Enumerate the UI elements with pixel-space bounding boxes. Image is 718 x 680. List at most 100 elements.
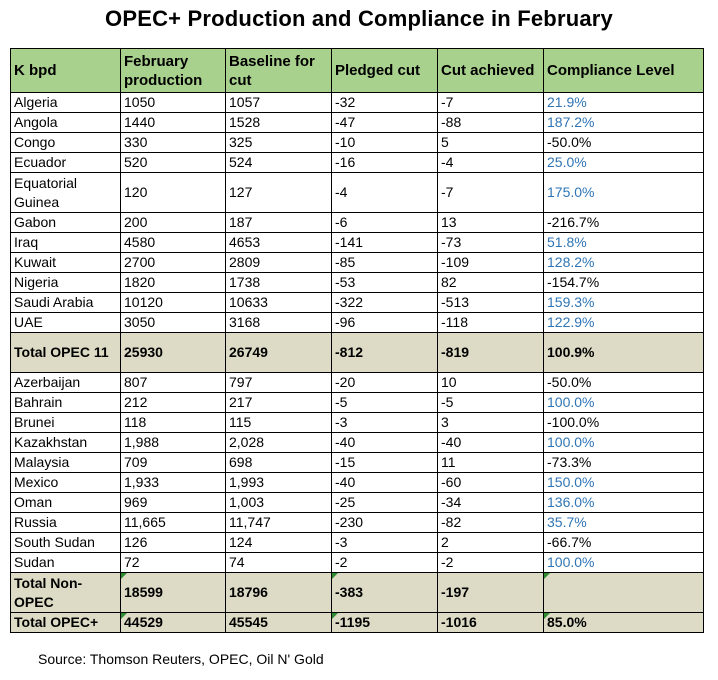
table-cell: -47: [331, 112, 438, 133]
header-cell: K bpd: [10, 48, 121, 93]
table-cell: 175.0%: [543, 172, 704, 213]
header-cell: Compliance Level: [543, 48, 704, 93]
table-cell: 2809: [225, 252, 332, 273]
header-cell: February production: [120, 48, 226, 93]
table-cell: 1528: [225, 112, 332, 133]
table-cell: Azerbaijan: [10, 372, 121, 393]
table-cell: -15: [331, 452, 438, 473]
table-cell: 44529: [120, 612, 226, 633]
table-cell: 11: [437, 452, 544, 473]
table-cell: 217: [225, 392, 332, 413]
table-cell: Total OPEC+: [10, 612, 121, 633]
table-cell: 25930: [120, 332, 226, 373]
table-cell: Russia: [10, 512, 121, 533]
table-cell: 115: [225, 412, 332, 433]
header-cell: Cut achieved: [437, 48, 544, 93]
table-row: Equatorial Guinea 120 127 -4 -7 175.0%: [10, 172, 704, 213]
table-cell: -88: [437, 112, 544, 133]
table-cell: Mexico: [10, 472, 121, 493]
table-cell: -82: [437, 512, 544, 533]
table-row: Gabon 200 187 -6 13 -216.7%: [10, 212, 704, 233]
table-cell: 5: [437, 132, 544, 153]
table-cell: -50.0%: [543, 132, 704, 153]
table-row: Algeria 1050 1057 -32 -7 21.9%: [10, 92, 704, 113]
table-cell: -2: [437, 552, 544, 573]
table-cell: -109: [437, 252, 544, 273]
table-cell: 187: [225, 212, 332, 233]
table-row: Saudi Arabia 10120 10633 -322 -513 159.3%: [10, 292, 704, 313]
table-cell: -2: [331, 552, 438, 573]
table-cell: 1,933: [120, 472, 226, 493]
table-cell: Malaysia: [10, 452, 121, 473]
table-cell: -16: [331, 152, 438, 173]
table-cell: [543, 572, 704, 613]
table-cell: -85: [331, 252, 438, 273]
table-cell: 127: [225, 172, 332, 213]
table-cell: -96: [331, 312, 438, 333]
table-cell: 10120: [120, 292, 226, 313]
table-cell: Algeria: [10, 92, 121, 113]
table-cell: -6: [331, 212, 438, 233]
table-cell: 1440: [120, 112, 226, 133]
table-row: Russia 11,665 11,747 -230 -82 35.7%: [10, 512, 704, 533]
table-cell: -50.0%: [543, 372, 704, 393]
table-cell: 807: [120, 372, 226, 393]
table-cell: -40: [437, 432, 544, 453]
table-cell: 698: [225, 452, 332, 473]
table-cell: 709: [120, 452, 226, 473]
table-cell: Congo: [10, 132, 121, 153]
table-cell: 150.0%: [543, 472, 704, 493]
table-row: Brunei 118 115 -3 3 -100.0%: [10, 412, 704, 433]
table-cell: Saudi Arabia: [10, 292, 121, 313]
table-cell: -25: [331, 492, 438, 513]
table-cell: 2,028: [225, 432, 332, 453]
table-cell: 11,665: [120, 512, 226, 533]
table-cell: -32: [331, 92, 438, 113]
table-cell: -141: [331, 232, 438, 253]
table-cell: 212: [120, 392, 226, 413]
table-cell: -34: [437, 492, 544, 513]
table-cell: 124: [225, 532, 332, 553]
table-cell: 2: [437, 532, 544, 553]
table-cell: 118: [120, 412, 226, 433]
table-cell: 1,988: [120, 432, 226, 453]
table-cell: 3050: [120, 312, 226, 333]
table-cell: 100.0%: [543, 552, 704, 573]
source-note: Source: Thomson Reuters, OPEC, Oil N' Go…: [38, 651, 324, 667]
table-cell: -322: [331, 292, 438, 313]
table-cell: 200: [120, 212, 226, 233]
table-row: Congo 330 325 -10 5 -50.0%: [10, 132, 704, 153]
table-cell: 45545: [225, 612, 332, 633]
table-cell: Nigeria: [10, 272, 121, 293]
chart-title: OPEC+ Production and Compliance in Febru…: [105, 6, 613, 31]
table-cell: Sudan: [10, 552, 121, 573]
table-cell: Total OPEC 11: [10, 332, 121, 373]
table-cell: 82: [437, 272, 544, 293]
table-row: Kuwait 2700 2809 -85 -109 128.2%: [10, 252, 704, 273]
table-cell: 122.9%: [543, 312, 704, 333]
table-cell: -40: [331, 432, 438, 453]
table-cell: Oman: [10, 492, 121, 513]
table-cell: 136.0%: [543, 492, 704, 513]
table-body: K bpd February production Baseline for c…: [10, 48, 704, 633]
table-row: Malaysia 709 698 -15 11 -73.3%: [10, 452, 704, 473]
compliance-table: K bpd February production Baseline for c…: [10, 48, 704, 633]
table-cell: 524: [225, 152, 332, 173]
table-cell: -216.7%: [543, 212, 704, 233]
table-cell: 1057: [225, 92, 332, 113]
table-row: Angola 1440 1528 -47 -88 187.2%: [10, 112, 704, 133]
table-cell: -812: [331, 332, 438, 373]
table-cell: 74: [225, 552, 332, 573]
table-cell: -66.7%: [543, 532, 704, 553]
table-cell: -10: [331, 132, 438, 153]
table-cell: -230: [331, 512, 438, 533]
table-cell: 1820: [120, 272, 226, 293]
table-cell: -383: [331, 572, 438, 613]
table-cell: 51.8%: [543, 232, 704, 253]
table-cell: Angola: [10, 112, 121, 133]
table-cell: 85.0%: [543, 612, 704, 633]
table-cell: 969: [120, 492, 226, 513]
table-cell: 1050: [120, 92, 226, 113]
table-cell: 330: [120, 132, 226, 153]
table-cell: -3: [331, 532, 438, 553]
